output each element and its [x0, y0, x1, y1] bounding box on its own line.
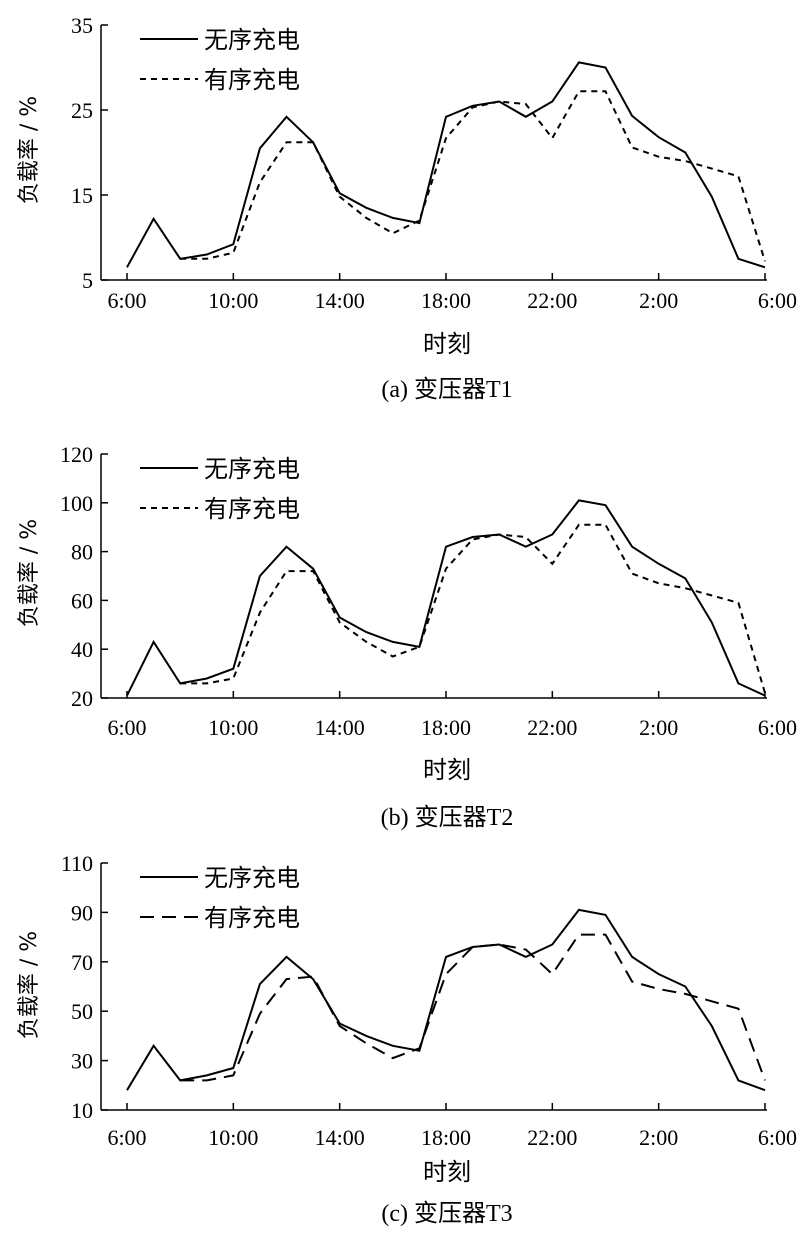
x-tick-label: 2:00: [639, 715, 678, 740]
y-tick-label: 120: [60, 442, 93, 467]
x-tick-label: 10:00: [208, 288, 258, 313]
y-tick-label: 30: [71, 1049, 93, 1074]
y-tick-label: 50: [71, 999, 93, 1024]
x-tick-label: 6:00: [107, 288, 146, 313]
chart-panel-3: 10 30 50 70 90 110 6:00 10:00 14:00 18:00 22:00 2:0…: [17, 851, 797, 1227]
x-tick-label: 6:00: [107, 715, 146, 740]
x-axis-label: 时刻: [423, 331, 471, 358]
y-tick-label: 25: [71, 98, 93, 123]
series-line-1: [126, 61, 766, 269]
y-tick-label: 110: [61, 851, 93, 876]
y-axis-label: 负载率 / %: [17, 96, 42, 204]
x-tick-label: 6:00: [758, 1125, 797, 1150]
x-tick-label: 14:00: [315, 288, 365, 313]
x-tick-label: 22:00: [527, 288, 577, 313]
x-tick-label: 14:00: [315, 1125, 365, 1150]
chart-caption: (a) 变压器T1: [381, 376, 512, 403]
series-line-2: [180, 90, 766, 262]
legend-label-1: 无序充电: [204, 26, 300, 54]
y-tick-label: 80: [71, 540, 93, 565]
x-tick-label: 10:00: [208, 715, 258, 740]
legend-label-2: 有序充电: [204, 66, 300, 94]
x-tick-label: 18:00: [421, 288, 471, 313]
legend-label-1: 无序充电: [204, 864, 300, 892]
x-tick-label: 18:00: [421, 715, 471, 740]
x-tick-label: 22:00: [527, 1125, 577, 1150]
chart-panel-1: 5 15 25 35 6:00 10:00 14:00 18:00 22:00 2:00 6:00 时…: [17, 13, 797, 403]
legend-label-2: 有序充电: [204, 904, 300, 932]
y-axis-label: 负载率 / %: [17, 519, 42, 627]
legend-label-1: 无序充电: [204, 455, 300, 483]
x-tick-label: 10:00: [208, 1125, 258, 1150]
x-tick-label: 22:00: [527, 715, 577, 740]
y-tick-label: 35: [71, 13, 93, 38]
y-tick-label: 100: [60, 491, 93, 516]
chart-caption: (c) 变压器T3: [381, 1200, 512, 1227]
chart-caption: (b) 变压器T2: [381, 804, 514, 831]
y-tick-label: 70: [71, 950, 93, 975]
x-tick-label: 6:00: [107, 1125, 146, 1150]
y-axis-label: 负载率 / %: [17, 931, 42, 1039]
series-line-1: [126, 908, 766, 1092]
y-tick-label: 90: [71, 900, 93, 925]
chart-panel-2: 20 40 60 80 100 120 6:00 10:00 14:00 18:00 22:00 2:…: [17, 442, 797, 831]
x-tick-label: 2:00: [639, 288, 678, 313]
x-axis-label: 时刻: [423, 757, 471, 784]
y-tick-label: 40: [71, 637, 93, 662]
y-tick-label: 15: [71, 183, 93, 208]
x-tick-label: 2:00: [639, 1125, 678, 1150]
x-tick-label: 18:00: [421, 1125, 471, 1150]
legend-label-2: 有序充电: [204, 495, 300, 523]
series-line-2: [180, 523, 766, 694]
x-tick-label: 6:00: [758, 288, 797, 313]
series-line-1: [126, 499, 766, 697]
y-tick-label: 10: [71, 1098, 93, 1123]
x-tick-label: 6:00: [758, 715, 797, 740]
x-axis-label: 时刻: [423, 1159, 471, 1186]
y-tick-label: 5: [82, 268, 93, 293]
series-line-2: [180, 933, 766, 1082]
y-tick-label: 20: [71, 686, 93, 711]
x-tick-label: 14:00: [315, 715, 365, 740]
y-tick-label: 60: [71, 588, 93, 613]
